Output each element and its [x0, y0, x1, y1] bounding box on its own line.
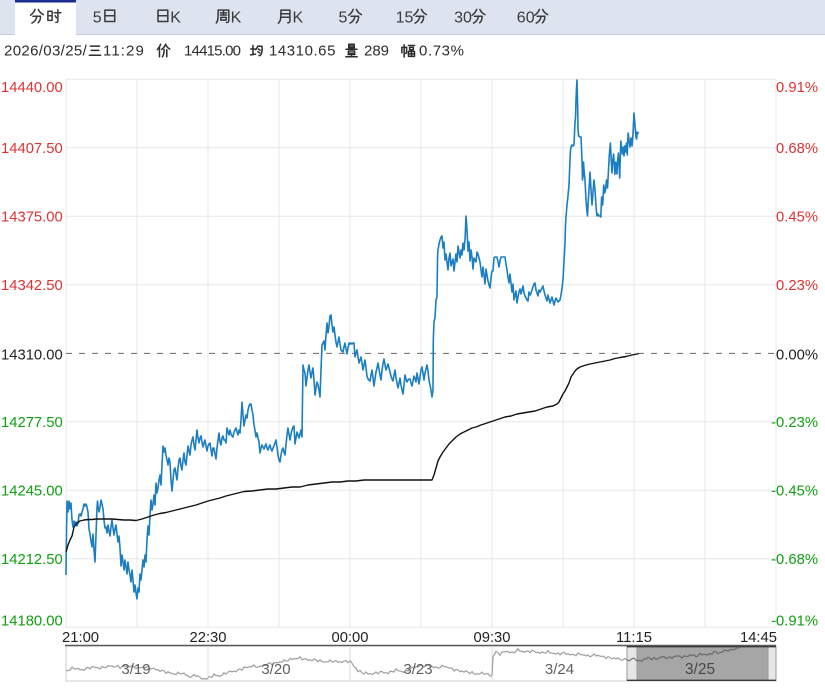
- svg-text:3/24: 3/24: [545, 661, 574, 678]
- svg-text:14180.00: 14180.00: [1, 614, 63, 630]
- svg-text:0.91%: 0.91%: [776, 80, 818, 96]
- svg-text:21:00: 21:00: [62, 630, 99, 646]
- svg-text:5: 5: [93, 10, 102, 27]
- svg-text:K: K: [170, 10, 181, 27]
- svg-text:K: K: [231, 10, 242, 27]
- svg-text:14:45: 14:45: [740, 630, 777, 646]
- svg-text:00:00: 00:00: [331, 630, 368, 646]
- svg-text:30: 30: [454, 10, 472, 27]
- svg-text:14310.00: 14310.00: [1, 347, 63, 363]
- svg-text:-0.68%: -0.68%: [771, 552, 818, 568]
- svg-text:60: 60: [517, 10, 535, 27]
- svg-text:14277.50: 14277.50: [1, 415, 63, 431]
- svg-text:22:30: 22:30: [189, 630, 226, 646]
- svg-text:3/19: 3/19: [121, 661, 150, 678]
- svg-text:3/20: 3/20: [261, 661, 290, 678]
- svg-text:15: 15: [396, 10, 414, 27]
- svg-text:0.45%: 0.45%: [776, 209, 818, 225]
- svg-text:0.68%: 0.68%: [776, 141, 818, 157]
- svg-text:14407.50: 14407.50: [1, 141, 63, 157]
- svg-text:14415.00: 14415.00: [184, 43, 241, 60]
- svg-text:K: K: [293, 10, 304, 27]
- svg-text:0.00%: 0.00%: [776, 347, 818, 363]
- svg-text:11:15: 11:15: [616, 630, 652, 646]
- svg-text:14245.00: 14245.00: [1, 483, 63, 499]
- svg-text:11:29: 11:29: [103, 43, 145, 60]
- svg-text:14310.65: 14310.65: [269, 43, 336, 60]
- svg-text:-0.91%: -0.91%: [771, 614, 818, 630]
- svg-text:14375.00: 14375.00: [1, 209, 63, 225]
- svg-text:3/23: 3/23: [403, 661, 432, 678]
- svg-text:2026/03/25/: 2026/03/25/: [4, 43, 88, 60]
- svg-text:0.73%: 0.73%: [419, 43, 465, 60]
- svg-text:-0.23%: -0.23%: [771, 415, 818, 431]
- svg-text:289: 289: [364, 43, 389, 60]
- svg-text:14440.00: 14440.00: [1, 80, 63, 96]
- svg-text:14342.50: 14342.50: [1, 278, 63, 294]
- svg-text:14212.50: 14212.50: [1, 552, 63, 568]
- svg-text:-0.45%: -0.45%: [771, 483, 818, 499]
- svg-text:5: 5: [339, 10, 348, 27]
- svg-text:0.23%: 0.23%: [776, 278, 818, 294]
- svg-text:09:30: 09:30: [473, 630, 510, 646]
- svg-text:3/25: 3/25: [685, 661, 715, 678]
